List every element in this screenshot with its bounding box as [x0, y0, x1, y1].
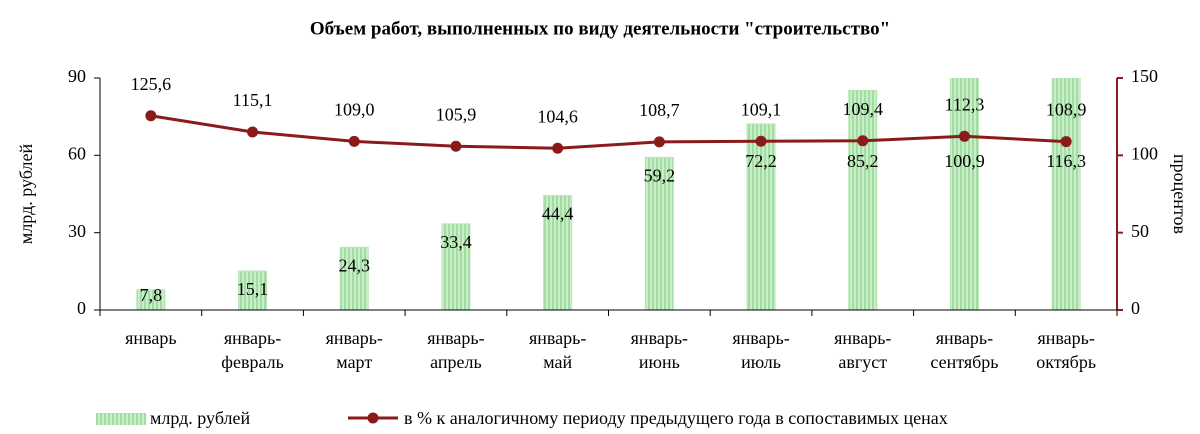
line-label: 104,6 [537, 106, 578, 126]
x-tick-label: январь- [732, 328, 789, 348]
x-tick-label: январь- [326, 328, 383, 348]
x-tick-label: январь- [427, 328, 484, 348]
line-label: 109,4 [843, 99, 884, 119]
bar-label: 15,1 [237, 279, 269, 299]
x-tick-label: февраль [221, 352, 284, 372]
bar [949, 78, 979, 310]
legend-marker [367, 412, 379, 424]
line-label: 115,1 [233, 90, 273, 110]
line-marker [348, 135, 360, 147]
bar [441, 223, 471, 310]
y-tick-label: 30 [68, 221, 86, 241]
legend-label: млрд. рублей [150, 408, 251, 428]
x-tick-label: январь- [1037, 328, 1094, 348]
x-tick-label: июль [741, 352, 781, 372]
line-marker [857, 135, 869, 147]
line-marker [653, 136, 665, 148]
bar-label: 24,3 [339, 255, 371, 275]
x-tick-label: январь- [834, 328, 891, 348]
line-marker [552, 142, 564, 154]
x-tick-label: август [838, 352, 887, 372]
x-tick-label: январь [125, 328, 176, 348]
x-tick-label: июнь [639, 352, 680, 372]
bar [136, 289, 166, 310]
x-tick-label: сентябрь [930, 352, 998, 372]
y-tick-label: 90 [68, 66, 86, 86]
y2-tick-label: 100 [1131, 143, 1158, 163]
x-tick-label: март [336, 352, 372, 372]
bar [339, 246, 369, 310]
line-label: 109,1 [741, 99, 782, 119]
bar-label: 85,2 [847, 151, 879, 171]
line-label: 105,9 [436, 104, 477, 124]
x-tick-label: январь- [529, 328, 586, 348]
bar-label: 72,2 [745, 151, 777, 171]
x-tick-label: апрель [430, 352, 482, 372]
plot-area [136, 78, 1081, 310]
x-tick-label: октябрь [1036, 352, 1096, 372]
bar [238, 270, 268, 310]
chart-title: Объем работ, выполненных по виду деятель… [310, 18, 890, 39]
bar-label: 59,2 [644, 166, 676, 186]
line-label: 109,0 [334, 100, 375, 120]
x-tick-label: май [543, 352, 572, 372]
y-tick-label: 60 [68, 143, 86, 163]
bar-label: 116,3 [1046, 151, 1086, 171]
bar [746, 123, 776, 310]
y2-tick-label: 150 [1131, 66, 1158, 86]
bar [848, 89, 878, 310]
line-label: 125,6 [131, 74, 172, 94]
bar-label: 33,4 [440, 232, 472, 252]
line-marker [1060, 136, 1072, 148]
line-label: 108,7 [639, 100, 680, 120]
y2-tick-label: 50 [1131, 221, 1149, 241]
bar-label: 100,9 [944, 151, 985, 171]
line-label: 112,3 [945, 94, 985, 114]
x-tick-label: январь- [936, 328, 993, 348]
y-tick-label: 0 [77, 298, 86, 318]
bar [543, 195, 573, 310]
legend-swatch [96, 413, 146, 425]
line-marker [755, 135, 767, 147]
x-tick-label: январь- [224, 328, 281, 348]
y2-tick-label: 0 [1131, 298, 1140, 318]
bar [1051, 78, 1081, 310]
line-marker [145, 110, 157, 122]
x-tick-label: январь- [631, 328, 688, 348]
bar-label: 44,4 [542, 204, 574, 224]
line [150, 114, 1067, 150]
legend-label: в % к аналогичному периоду предыдущего г… [404, 408, 948, 428]
bar [644, 156, 674, 310]
line-label: 108,9 [1046, 100, 1087, 120]
y-axis-title: млрд. рублей [16, 144, 36, 245]
line-marker [958, 130, 970, 142]
line-marker [450, 140, 462, 152]
y2-axis-title: процентов [1170, 154, 1190, 234]
bar-label: 7,8 [140, 285, 163, 305]
line-marker [247, 126, 259, 138]
